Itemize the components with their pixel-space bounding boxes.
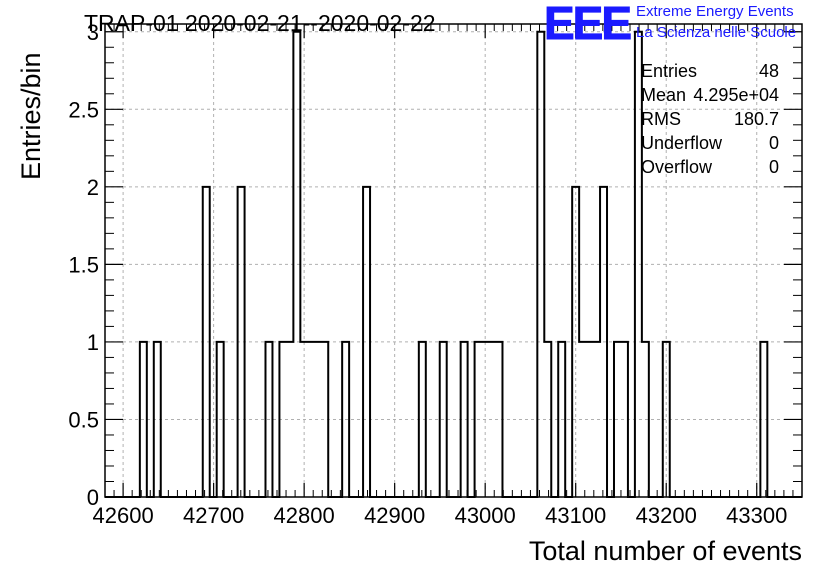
- x-tick-label: 42700: [183, 503, 244, 528]
- stats-row-underflow: Underflow 0: [641, 131, 779, 155]
- stats-label: Overflow: [641, 157, 713, 177]
- stats-row-rms: RMS 180.7: [641, 107, 779, 131]
- logo-line-2: La Scienza nelle Scuole: [636, 24, 797, 41]
- histogram-series: [105, 30, 802, 498]
- y-axis-label: Entries/bin: [16, 52, 46, 180]
- x-tick-label: 43300: [726, 503, 787, 528]
- stats-row-overflow: Overflow 0: [641, 155, 779, 179]
- y-tick-label: 2: [87, 175, 99, 200]
- y-tick-label: 3: [87, 20, 99, 45]
- y-tick-label: 1.5: [68, 252, 99, 277]
- logo-line-1: Extreme Energy Events: [636, 3, 794, 20]
- histogram-outline: [105, 30, 802, 498]
- x-tick-label: 43000: [455, 503, 516, 528]
- y-axis-ticks: 0 0.5 1 1.5 2 2.5 3: [68, 20, 802, 510]
- stats-row-entries: Entries 48: [641, 59, 779, 83]
- x-tick-label: 43100: [545, 503, 606, 528]
- chart-title: TRAP-01 2020-02-21--2020-02-22: [84, 10, 436, 36]
- stats-box: Entries 48 Mean 4.295e+04 RMS 180.7 Unde…: [641, 59, 779, 179]
- y-tick-label: 0.5: [68, 407, 99, 432]
- x-tick-label: 43200: [636, 503, 697, 528]
- stats-value: 0: [768, 133, 779, 153]
- x-tick-label: 42900: [364, 503, 425, 528]
- y-tick-label: 0: [87, 485, 99, 510]
- stats-label: Mean: [641, 85, 687, 105]
- stats-row-mean: Mean 4.295e+04: [641, 83, 779, 107]
- x-tick-label: 42800: [274, 503, 335, 528]
- stats-label: RMS: [641, 109, 681, 129]
- x-axis-ticks: 42600 42700 42800 42900 43000 43100 43200 43300: [93, 24, 803, 528]
- eee-logo-icon: EEE: [543, 0, 632, 49]
- x-tick-label: 42600: [93, 503, 154, 528]
- stats-value: 4.295e+04: [693, 85, 779, 105]
- stats-label: Underflow: [641, 133, 723, 153]
- y-tick-label: 2.5: [68, 97, 99, 122]
- stats-value: 0: [768, 157, 779, 177]
- stats-label: Entries: [641, 61, 698, 81]
- x-axis-label: Total number of events: [528, 536, 802, 566]
- plot-frame: [104, 23, 803, 498]
- stats-value: 48: [758, 61, 779, 81]
- y-tick-label: 1: [87, 330, 99, 355]
- stats-value: 180.7: [733, 109, 779, 129]
- axes: [104, 23, 803, 498]
